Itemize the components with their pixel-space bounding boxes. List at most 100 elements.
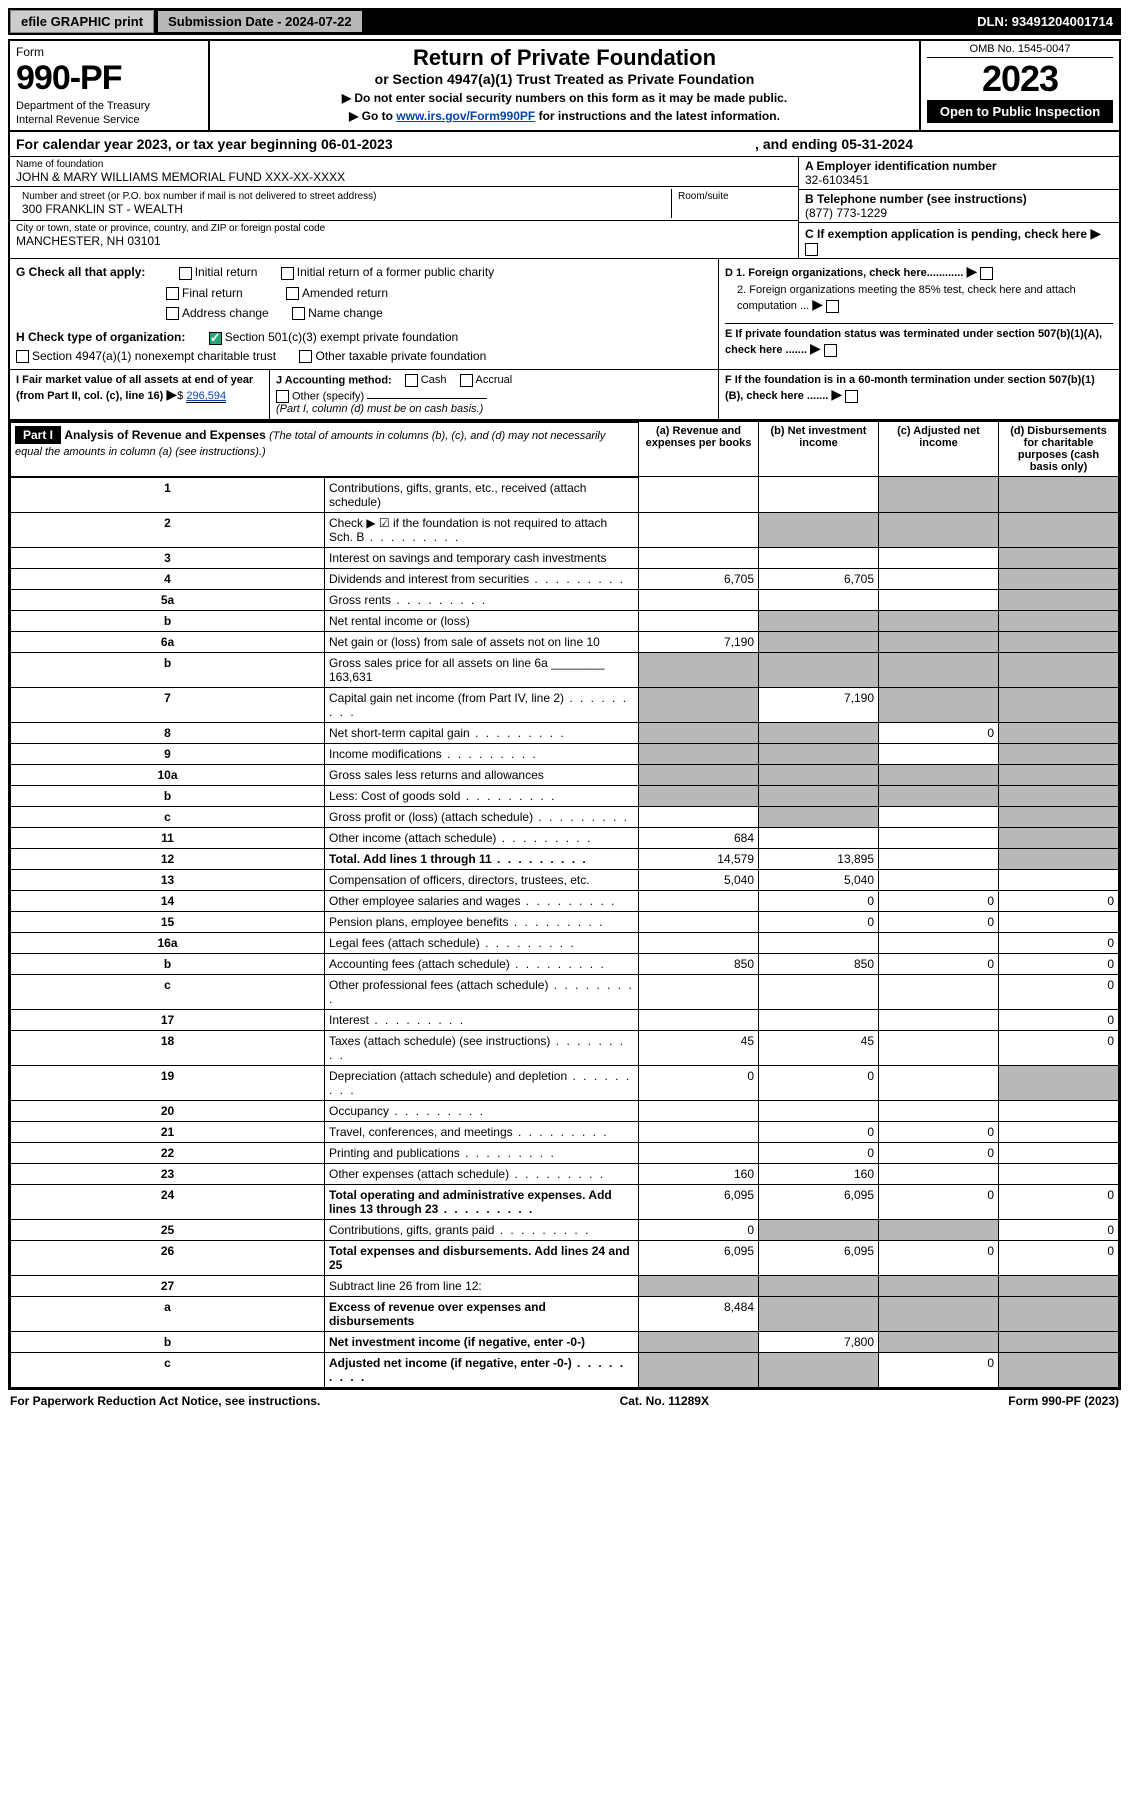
form-subtitle: or Section 4947(a)(1) Trust Treated as P… <box>218 71 911 87</box>
chk-501c3[interactable] <box>209 332 222 345</box>
amount-cell <box>999 477 1119 513</box>
table-row: 1Contributions, gifts, grants, etc., rec… <box>11 477 1119 513</box>
line-number: c <box>11 974 325 1009</box>
line-description: Gross rents <box>325 589 639 610</box>
amount-cell <box>639 652 759 687</box>
chk-d1[interactable] <box>980 267 993 280</box>
chk-name-change[interactable] <box>292 307 305 320</box>
line-number: b <box>11 785 325 806</box>
line-number: 11 <box>11 827 325 848</box>
fmv-link[interactable]: 296,594 <box>186 390 226 403</box>
chk-4947[interactable] <box>16 350 29 363</box>
amount-cell <box>999 631 1119 652</box>
line-description: Net rental income or (loss) <box>325 610 639 631</box>
chk-amended[interactable] <box>286 287 299 300</box>
table-row: aExcess of revenue over expenses and dis… <box>11 1296 1119 1331</box>
amount-cell <box>759 932 879 953</box>
line-number: 25 <box>11 1219 325 1240</box>
line-description: Travel, conferences, and meetings <box>325 1121 639 1142</box>
chk-initial-return[interactable] <box>179 267 192 280</box>
amount-cell <box>639 722 759 743</box>
amount-cell: 684 <box>639 827 759 848</box>
line-description: Depreciation (attach schedule) and deple… <box>325 1065 639 1100</box>
table-row: cOther professional fees (attach schedul… <box>11 974 1119 1009</box>
line-description: Interest on savings and temporary cash i… <box>325 547 639 568</box>
irs-label: Internal Revenue Service <box>16 114 202 126</box>
dept-treasury: Department of the Treasury <box>16 100 202 112</box>
amount-cell: 0 <box>879 911 999 932</box>
amount-cell <box>999 911 1119 932</box>
amount-cell <box>999 1352 1119 1387</box>
amount-cell: 0 <box>879 953 999 974</box>
city-state-zip: MANCHESTER, NH 03101 <box>16 234 792 248</box>
amount-cell <box>999 1100 1119 1121</box>
table-row: 8Net short-term capital gain0 <box>11 722 1119 743</box>
amount-cell <box>879 477 999 513</box>
amount-cell: 5,040 <box>639 869 759 890</box>
ident-row: Name of foundation JOHN & MARY WILLIAMS … <box>10 157 1119 259</box>
amount-cell: 0 <box>999 890 1119 911</box>
amount-cell <box>999 1142 1119 1163</box>
amount-cell <box>999 806 1119 827</box>
form-title: Return of Private Foundation <box>218 45 911 71</box>
amount-cell <box>759 652 879 687</box>
chk-e[interactable] <box>824 344 837 357</box>
line-description: Less: Cost of goods sold <box>325 785 639 806</box>
amount-cell: 0 <box>759 1121 879 1142</box>
amount-cell: 0 <box>879 1142 999 1163</box>
line-number: 13 <box>11 869 325 890</box>
table-row: 19Depreciation (attach schedule) and dep… <box>11 1065 1119 1100</box>
amount-cell: 0 <box>999 1009 1119 1030</box>
efile-print-button[interactable]: efile GRAPHIC print <box>10 10 154 33</box>
amount-cell: 0 <box>999 1219 1119 1240</box>
amount-cell <box>879 1296 999 1331</box>
chk-addr-change[interactable] <box>166 307 179 320</box>
amount-cell <box>879 1030 999 1065</box>
amount-cell: 0 <box>759 1065 879 1100</box>
chk-f[interactable] <box>845 390 858 403</box>
amount-cell <box>879 1331 999 1352</box>
amount-cell: 6,705 <box>639 568 759 589</box>
chk-d2[interactable] <box>826 300 839 313</box>
amount-cell <box>639 547 759 568</box>
instr2-pre: ▶ Go to <box>349 109 396 123</box>
chk-other-method[interactable] <box>276 390 289 403</box>
amount-cell <box>879 1100 999 1121</box>
amount-cell: 0 <box>999 1184 1119 1219</box>
line-number: 16a <box>11 932 325 953</box>
j-note: (Part I, column (d) must be on cash basi… <box>276 403 712 415</box>
table-row: 16aLegal fees (attach schedule)0 <box>11 932 1119 953</box>
amount-cell <box>639 1121 759 1142</box>
chk-final[interactable] <box>166 287 179 300</box>
page-footer: For Paperwork Reduction Act Notice, see … <box>8 1390 1121 1408</box>
footer-left: For Paperwork Reduction Act Notice, see … <box>10 1394 320 1408</box>
d1-label: D 1. Foreign organizations, check here..… <box>725 267 963 279</box>
line-description: Interest <box>325 1009 639 1030</box>
irs-link[interactable]: www.irs.gov/Form990PF <box>396 109 535 123</box>
amount-cell: 0 <box>879 1121 999 1142</box>
amount-cell <box>879 827 999 848</box>
line-number: c <box>11 806 325 827</box>
amount-cell <box>759 806 879 827</box>
chk-accrual[interactable] <box>460 374 473 387</box>
col-b-header: (b) Net investment income <box>759 422 879 477</box>
part1-badge: Part I <box>15 426 61 444</box>
amount-cell <box>999 1275 1119 1296</box>
table-row: 10aGross sales less returns and allowanc… <box>11 764 1119 785</box>
g-label: G Check all that apply: <box>16 265 145 279</box>
line-number: 23 <box>11 1163 325 1184</box>
chk-cash[interactable] <box>405 374 418 387</box>
gh-row: G Check all that apply: Initial return I… <box>10 259 1119 370</box>
amount-cell <box>759 631 879 652</box>
amount-cell <box>999 1163 1119 1184</box>
line-description: Net short-term capital gain <box>325 722 639 743</box>
chk-initial-public[interactable] <box>281 267 294 280</box>
chk-other-taxable[interactable] <box>299 350 312 363</box>
dln-label: DLN: 93491204001714 <box>977 14 1119 29</box>
amount-cell <box>999 568 1119 589</box>
instr2-post: for instructions and the latest informat… <box>535 109 780 123</box>
checkbox-c[interactable] <box>805 243 818 256</box>
ein-label: A Employer identification number <box>805 159 1113 173</box>
amount-cell <box>999 1121 1119 1142</box>
header-mid: Return of Private Foundation or Section … <box>210 41 919 130</box>
